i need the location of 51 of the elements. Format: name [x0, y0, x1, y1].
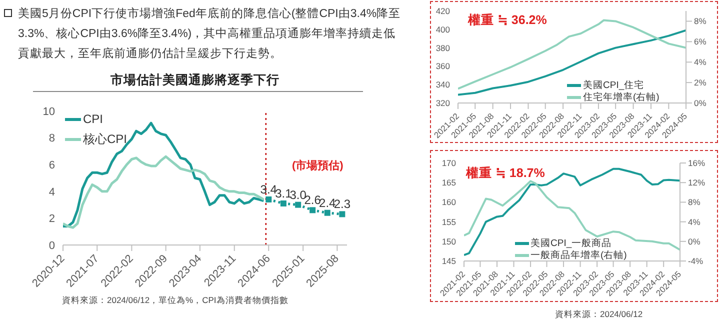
y-tick-label: 0 [48, 240, 55, 252]
y-tick-label: 2 [48, 213, 55, 226]
y2-tick-label: 12% [688, 178, 706, 188]
point [280, 200, 286, 206]
legend-label: CPI [83, 112, 104, 126]
y-tick-label: 10 [42, 106, 55, 118]
y2-tick-label: -4% [688, 256, 704, 266]
y2-tick-label: 4% [688, 216, 701, 227]
text: 美國5月份CPI下行使市場增強Fed年底前的降息信心(整體CPI由3.4%降至3.3%、核心CPI由3.6%降至3.4%)，其中高權重品項通膨年增率持續走低貢獻最大，至年底前通膨仍估計呈緩步下行走勢。 [18, 6, 402, 62]
y2-tick-label: 8% [688, 197, 701, 208]
y2-tick-label: 4% [694, 57, 707, 68]
point [339, 211, 346, 218]
y-tick-label: 165 [442, 178, 456, 188]
point [266, 196, 272, 202]
y-tick-label: 380 [436, 42, 450, 53]
y-tick-label: 6 [48, 160, 55, 172]
y-tick-label: 360 [436, 61, 450, 72]
y2-tick-label: 2% [694, 78, 707, 88]
y-tick-label: 150 [442, 236, 456, 246]
legend-label: 美國CPI_住宅 [583, 78, 644, 92]
y2-tick-label: 8% [694, 16, 707, 26]
y-tick-label: 400 [436, 24, 450, 34]
y-tick-label: 145 [442, 256, 456, 266]
y-tick-label: 320 [436, 98, 450, 108]
y-tick-label: 170 [442, 158, 456, 168]
annotation: 權重 ≒ 18.7% [466, 165, 545, 182]
point [295, 202, 302, 208]
annotation: 權重 ≒ 36.2% [468, 12, 547, 29]
chart-title: 市場估計美國通膨將逐季下行 [110, 72, 280, 89]
source-note: 資料來源：2024/06/12，單位為%，CPI為消費者物價指數 [62, 295, 288, 307]
y-tick-label: 155 [442, 216, 456, 227]
y2-tick-label: 6% [694, 36, 707, 47]
y2-tick-label: 16% [688, 158, 706, 168]
legend-label: 美國CPI_一般商品 [530, 236, 612, 250]
y-tick-label: 340 [436, 80, 450, 90]
legend-label: 住宅年增率(右軸) [583, 90, 660, 104]
data-label: 2.3 [334, 197, 351, 212]
y2-tick-label: 0% [688, 236, 701, 246]
y-tick-label: 160 [442, 197, 456, 208]
y-tick-label: 4 [48, 186, 55, 198]
point [324, 210, 330, 216]
legend-label: 核心CPI [83, 130, 128, 148]
point [310, 207, 316, 214]
legend-label: 一般商品年增率(右軸) [530, 248, 627, 262]
annotation: (市場預估) [292, 158, 344, 173]
line-series [464, 180, 680, 251]
y2-tick-label: 0% [694, 98, 707, 108]
y-tick-label: 420 [436, 6, 450, 16]
y-tick-label: 8 [48, 132, 55, 145]
data-label: 3.0 [290, 188, 307, 202]
source-note: 資料來源：2024/06/12 [555, 309, 643, 321]
